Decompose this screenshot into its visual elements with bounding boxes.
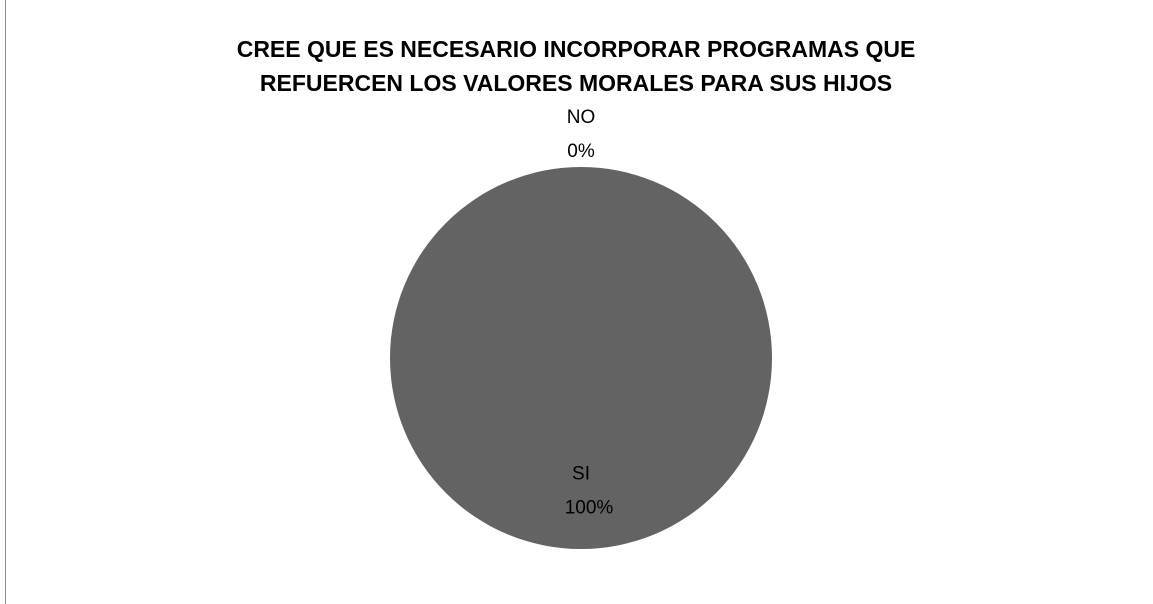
slice-label: NO (567, 107, 596, 128)
slice-label: SI (572, 464, 590, 485)
slice-value-label: 0% (567, 141, 595, 162)
pie-slice (390, 167, 772, 549)
slice-value-label: 100% (565, 498, 614, 519)
chart-title: CREE QUE ES NECESARIO INCORPORAR PROGRAM… (236, 36, 916, 96)
